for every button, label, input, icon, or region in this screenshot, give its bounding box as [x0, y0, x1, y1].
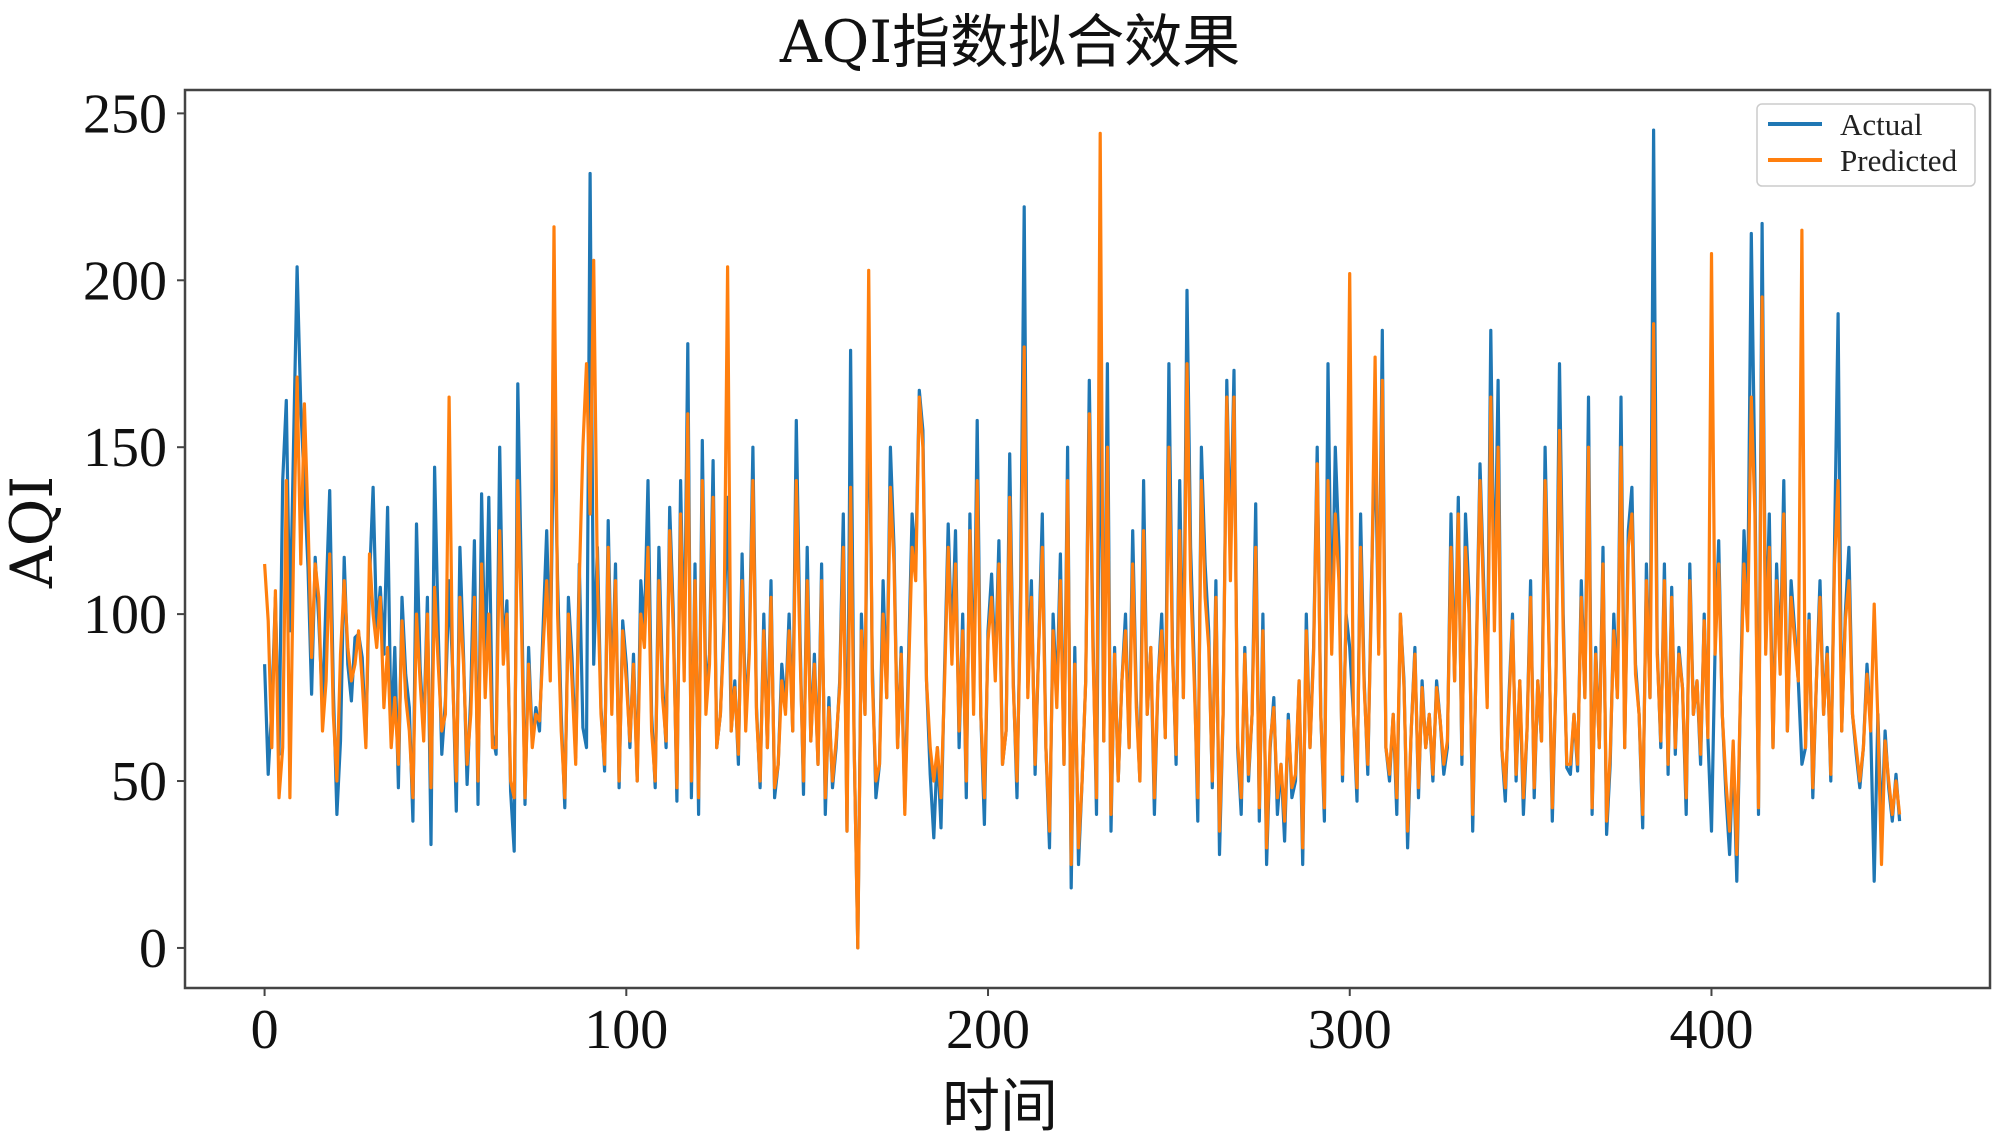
y-tick-label-200: 200 [83, 250, 167, 312]
y-tick-label-100: 100 [83, 584, 167, 646]
x-tick-label-0: 0 [251, 999, 279, 1061]
x-tick-label-200: 200 [946, 999, 1030, 1061]
x-tick-label-100: 100 [584, 999, 668, 1061]
y-tick-label-0: 0 [139, 918, 167, 980]
legend-label-actual: Actual [1840, 107, 1923, 142]
legend: Actual Predicted [1756, 103, 1976, 187]
x-axis-label: 时间 [942, 1072, 1058, 1140]
y-axis: 0 50 100 150 200 250 [83, 83, 185, 980]
plot-frame [183, 88, 1992, 990]
series-line-predicted [263, 131, 1902, 950]
series-layer [263, 128, 1902, 950]
x-tick-label-300: 300 [1308, 999, 1392, 1061]
x-tick-label-400: 400 [1669, 999, 1753, 1061]
y-tick-label-150: 150 [83, 417, 167, 479]
legend-label-predicted: Predicted [1840, 143, 1958, 178]
y-tick-label-250: 250 [83, 83, 167, 145]
plot-area [183, 88, 1992, 990]
x-axis: 0 100 200 300 400 [251, 988, 1753, 1061]
y-axis-label: AQI [0, 476, 66, 589]
chart-title: AQI指数拟合效果 [779, 8, 1240, 76]
y-tick-label-50: 50 [111, 751, 167, 813]
